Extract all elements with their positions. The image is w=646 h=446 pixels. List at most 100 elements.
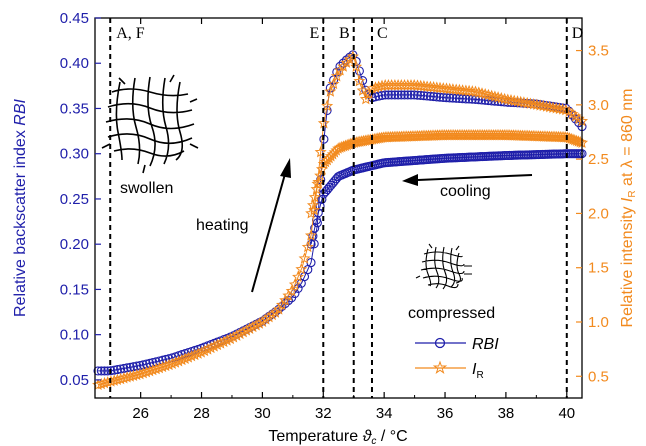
ir-marker [298, 252, 311, 264]
left-tick-label: 0.45 [60, 10, 89, 27]
series-line [98, 53, 583, 372]
rbi-marker [403, 90, 413, 100]
plot-frame [94, 17, 583, 399]
left-tick-label: 0.20 [60, 236, 89, 253]
heating-label: heating [196, 217, 249, 234]
legend-star-marker [432, 360, 448, 374]
ir-marker [534, 99, 547, 111]
right-tick-label: 3.0 [588, 97, 609, 114]
ir-marker [566, 133, 579, 145]
ir-marker [556, 103, 569, 115]
ir-marker [285, 284, 298, 297]
ir-marker [521, 96, 534, 109]
cooling-label: cooling [440, 183, 491, 200]
ir-marker [408, 79, 421, 91]
ir-marker [537, 99, 550, 112]
ir-marker [434, 81, 447, 94]
vertical-marker-label: E [310, 25, 320, 42]
left-axis-ticks: 0.05 0.10 0.15 0.20 0.25 0.30 0.35 0.40 0.45 [60, 10, 101, 389]
series-line [97, 55, 583, 386]
ir-marker [546, 101, 559, 113]
ir-marker [517, 96, 530, 108]
cooling-arrow [402, 174, 533, 186]
ir-marker [485, 89, 498, 101]
ir-marker [492, 91, 505, 103]
rbi-marker [96, 366, 106, 376]
rbi-marker [406, 90, 416, 100]
series-layer [92, 50, 589, 391]
ir-marker [463, 84, 476, 97]
ir-marker [472, 86, 485, 98]
rbi-marker [317, 194, 327, 204]
ir-marker [292, 270, 305, 283]
left-tick-label: 0.40 [60, 55, 89, 72]
compressed-label: compressed [408, 305, 495, 322]
rbi-marker [416, 90, 426, 100]
ir-marker [295, 262, 308, 275]
x-tick-label: 30 [254, 405, 271, 422]
ir-marker [443, 82, 456, 95]
left-tick-label: 0.10 [60, 327, 89, 344]
vertical-marker-label: A, F [116, 25, 145, 42]
vertical-lines: A, F E B C D [109, 18, 584, 398]
ir-marker [527, 98, 540, 110]
rbi-marker [399, 90, 410, 100]
x-tick-label: 36 [437, 405, 454, 422]
rbi-marker [396, 90, 406, 100]
ir-marker [324, 85, 337, 97]
rbi-marker [380, 90, 390, 100]
rbi-marker [93, 366, 103, 376]
rbi-marker [409, 90, 419, 100]
ir-marker [353, 74, 366, 87]
ir-marker [312, 175, 325, 188]
legend-label-ir: IR [472, 361, 484, 381]
ir-marker [305, 207, 318, 219]
ir-marker [437, 82, 450, 94]
ir-marker [304, 229, 317, 241]
right-tick-label: 0.5 [588, 368, 609, 385]
ir-marker [306, 199, 319, 211]
ir-marker [498, 92, 511, 105]
heating-arrow [251, 158, 291, 293]
ir-marker [330, 69, 343, 82]
rbi-marker [432, 92, 442, 102]
right-axis-ticks: 0.5 1.0 1.5 2.0 2.5 3.0 3.5 [576, 43, 609, 385]
ir-marker [414, 79, 427, 92]
rbi-marker [393, 90, 403, 100]
left-tick-label: 0.15 [60, 281, 89, 298]
right-tick-label: 2.5 [588, 151, 609, 168]
vertical-marker-label: B [339, 25, 350, 42]
left-axis-title: Relative backscatter index RBI [12, 99, 29, 317]
ir-marker [427, 80, 440, 93]
ir-marker [269, 306, 282, 318]
ir-marker [411, 79, 424, 91]
ir-marker [310, 182, 323, 195]
left-tick-label: 0.05 [60, 372, 89, 389]
ir-marker [543, 100, 556, 113]
vertical-marker-label: D [572, 25, 584, 42]
right-tick-label: 1.0 [588, 314, 609, 331]
ir-marker [350, 60, 363, 72]
legend-entry-rbi: RBI [415, 336, 499, 353]
rbi-marker [422, 91, 432, 101]
ir-marker [553, 102, 566, 115]
rbi-marker [419, 91, 429, 101]
legend-label-rbi: RBI [472, 336, 499, 353]
swollen-network-icon [101, 74, 199, 174]
x-axis-title: Temperature ϑc / °C [268, 428, 407, 446]
ir-marker [446, 83, 459, 95]
ir-marker [417, 79, 430, 92]
ir-marker [327, 77, 340, 90]
rbi-marker [390, 90, 400, 100]
ir-marker [424, 80, 437, 93]
ir-marker [550, 102, 563, 114]
ir-marker [317, 116, 330, 129]
rbi-marker [387, 90, 397, 100]
ir-marker [530, 98, 543, 111]
ir-marker [459, 84, 472, 96]
ir-marker [375, 79, 388, 91]
ir-marker [421, 80, 434, 92]
right-tick-label: 3.5 [588, 43, 609, 60]
ir-marker [301, 240, 314, 253]
ir-marker [314, 145, 327, 158]
